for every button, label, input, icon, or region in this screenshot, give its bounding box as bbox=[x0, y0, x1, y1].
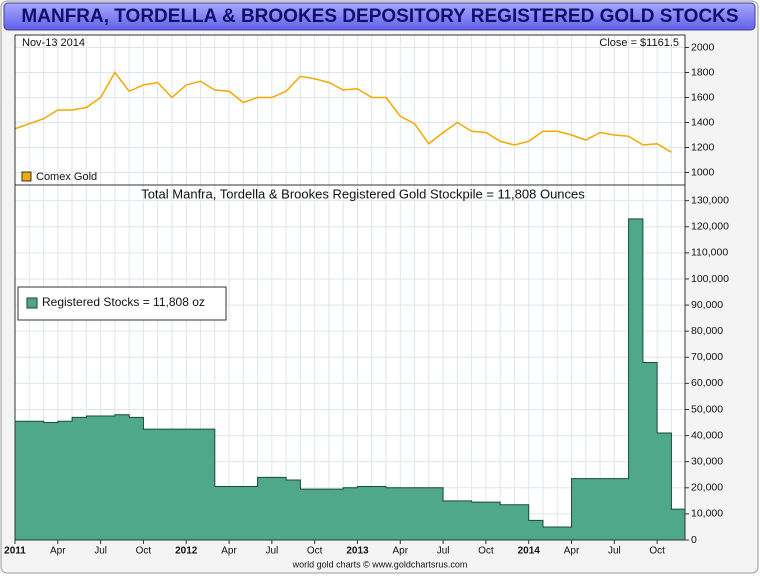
y-tick-label: 10,000 bbox=[691, 508, 723, 520]
legend-label: Registered Stocks = 11,808 oz bbox=[42, 295, 205, 309]
date-label: Nov-13 2014 bbox=[22, 37, 85, 49]
y-tick-label: 130,000 bbox=[691, 194, 729, 206]
y-tick-label: 120,000 bbox=[691, 221, 729, 233]
legend-label: Comex Gold bbox=[36, 171, 97, 183]
y-tick-label: 1800 bbox=[691, 66, 715, 78]
x-tick-label: Jul bbox=[608, 546, 621, 557]
y-tick-label: 1000 bbox=[691, 166, 715, 178]
x-tick-label: 2011 bbox=[4, 546, 26, 557]
legend-swatch bbox=[26, 297, 38, 309]
y-tick-label: 1400 bbox=[691, 116, 715, 128]
y-tick-label: 100,000 bbox=[691, 273, 729, 285]
x-tick-label: 2013 bbox=[346, 546, 369, 557]
y-tick-label: 90,000 bbox=[691, 299, 723, 311]
close-label: Close = $1161.5 bbox=[599, 37, 679, 49]
price-line bbox=[14, 71, 672, 153]
x-tick-label: 2012 bbox=[175, 546, 198, 557]
y-tick-label: 70,000 bbox=[691, 351, 723, 363]
y-tick-label: 1200 bbox=[691, 141, 715, 153]
y-tick-label: 0 bbox=[691, 534, 697, 546]
x-tick-label: Apr bbox=[50, 546, 66, 557]
y-tick-label: 2000 bbox=[691, 41, 715, 53]
area-title: Total Manfra, Tordella & Brookes Registe… bbox=[141, 186, 585, 201]
x-tick-label: Apr bbox=[221, 546, 237, 557]
x-tick-label: Jul bbox=[265, 546, 278, 557]
x-tick-label: Oct bbox=[649, 546, 665, 557]
x-tick-label: Oct bbox=[307, 546, 323, 557]
y-tick-label: 40,000 bbox=[691, 429, 723, 441]
y-tick-label: 30,000 bbox=[691, 455, 723, 467]
y-tick-label: 80,000 bbox=[691, 325, 723, 337]
x-tick-label: Jul bbox=[437, 546, 450, 557]
x-tick-label: Jul bbox=[94, 546, 107, 557]
x-tick-label: Oct bbox=[136, 546, 152, 557]
x-tick-label: Apr bbox=[393, 546, 409, 557]
y-tick-label: 110,000 bbox=[691, 247, 728, 259]
y-tick-label: 50,000 bbox=[691, 403, 723, 415]
y-tick-label: 20,000 bbox=[691, 482, 723, 494]
title-bar bbox=[3, 2, 756, 31]
stock-area bbox=[14, 218, 686, 541]
legend-box bbox=[17, 286, 227, 321]
x-tick-label: Apr bbox=[564, 546, 580, 557]
y-tick-label: 60,000 bbox=[691, 377, 723, 389]
x-tick-label: 2014 bbox=[518, 546, 541, 557]
legend-swatch bbox=[21, 171, 32, 182]
footer: world gold charts © www.goldchartsrus.co… bbox=[292, 559, 468, 569]
bottom-panel-border bbox=[14, 184, 686, 541]
x-tick-label: Oct bbox=[478, 546, 494, 557]
page-title: MANFRA, TORDELLA & BROOKES DEPOSITORY RE… bbox=[21, 6, 738, 27]
plots bbox=[14, 35, 689, 541]
y-tick-label: 1600 bbox=[691, 91, 715, 103]
